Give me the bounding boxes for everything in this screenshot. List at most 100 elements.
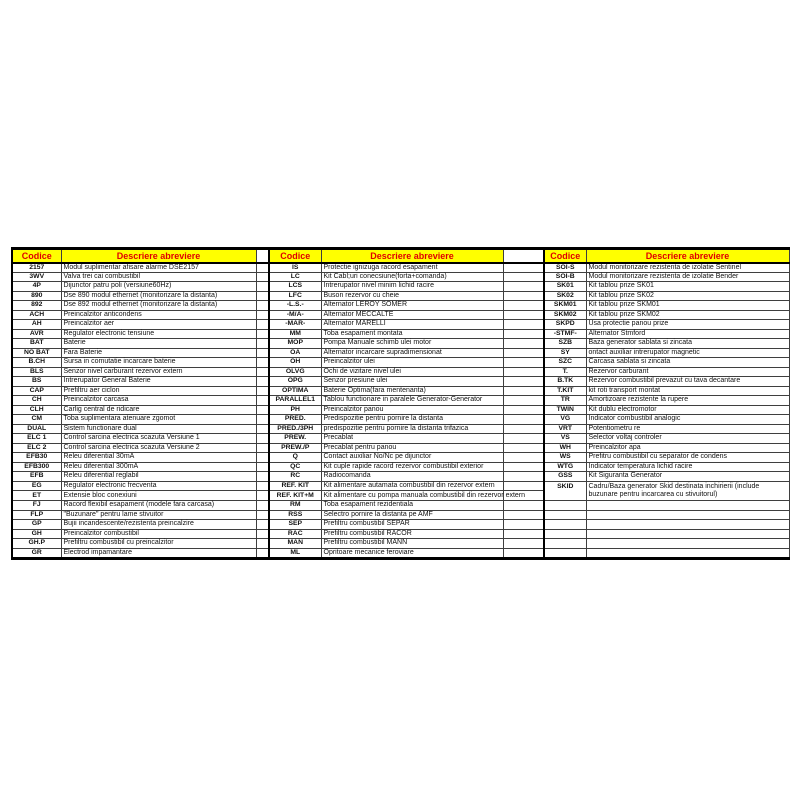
desc-cell: Preincalzitor ulei [320,357,504,368]
desc-cell: Kit tablou prize SKM02 [585,309,790,320]
desc-cell: "Buzunare" pentru lame stivuitor [60,509,257,521]
code-cell: VRT [543,423,587,434]
desc-cell: Amortizoare rezistente la rupere [585,395,790,406]
desc-cell: kit roti transport montat [585,385,790,396]
group-spacer [502,395,545,406]
desc-cell: Precablat pentru panou [320,442,504,453]
desc-cell: Dse 892 modul ethernet (monitorizare la … [60,300,257,311]
desc-cell: Sistem functionare dual [60,423,257,434]
desc-cell [585,528,790,540]
code-cell: REF. KIT+M [268,490,322,502]
desc-cell: Prefiltru aer ciclon [60,385,257,396]
group-spacer [502,490,545,502]
desc-cell: Fara Baterie [60,347,257,358]
table-row: GP Bujii incandescente/rezistenta preinca… [11,519,790,530]
code-cell: VS [543,433,587,444]
desc-cell: Baterie Optima(fara mentenanta) [320,385,504,396]
code-cell: DUAL [11,423,62,434]
code-cell: LCS [268,281,322,292]
group-spacer [255,433,270,444]
desc-cell: Usa protectie panou prize [585,319,790,330]
code-cell: SOI-S [543,262,587,273]
group-spacer [502,500,545,511]
desc-cell: Kit tablou prize SK02 [585,290,790,301]
code-cell: WH [543,442,587,453]
group-spacer [502,538,545,549]
table-row: AH Preincalzitor aer -MAR- Alternator MAREL… [11,319,790,330]
code-cell: 2157 [11,262,62,273]
table-row: BLS Senzor nivel carburant rezervor exter… [11,366,790,377]
group-spacer [502,509,545,521]
table-row: BS Intrerupator General Baterie OPG Senzor … [11,376,790,387]
group-spacer [502,547,545,559]
group-spacer [502,471,545,482]
code-cell: 892 [11,300,62,311]
code-cell: PRED./3PH [268,423,322,434]
desc-cell: Preincalzitor aer [60,319,257,330]
table-row: CAP Prefiltru aer ciclon OPTIMA Baterie Opt… [11,385,790,396]
table-row: CLH Carlig central de ridicare PH Preincalz… [11,404,790,415]
code-cell: T. [543,366,587,377]
code-cell: MOP [268,338,322,349]
desc-cell: Kit tablou prize SKM01 [585,300,790,311]
code-cell: GR [11,547,62,559]
code-cell: RM [268,500,322,511]
desc-cell: Pompa Manuale schimb ulei motor [320,338,504,349]
desc-cell: Indicator temperatura lichid racire [585,461,790,472]
code-cell: FLP [11,509,62,521]
code-cell: VG [543,414,587,425]
group-spacer [502,300,545,311]
desc-cell: Indicator combustibil analogic [585,414,790,425]
header-group-spacer-2 [502,248,545,264]
desc-cell: Bujii incandescente/rezistenta preincalz… [60,519,257,530]
desc-cell: Prefitru combustibil cu separator de con… [585,452,790,463]
code-cell: CLH [11,404,62,415]
desc-cell: Buson rezervor cu cheie [320,290,504,301]
group-spacer [255,519,270,530]
table-row: AVR Regulator electronic tensiune MM Toba e… [11,328,790,339]
desc-cell: Cadru/Baza generator Skid destinata inch… [585,480,790,502]
code-cell: ET [11,490,62,502]
header-codice-group1: Codice [11,248,62,264]
header-row: Codice Descriere abreviere Codice Descri… [11,248,790,264]
group-spacer [502,376,545,387]
desc-cell: Rezervor combustibil prevazut cu tava de… [585,376,790,387]
code-cell: BAT [11,338,62,349]
group-spacer [502,461,545,472]
code-cell: PRED. [268,414,322,425]
code-cell [543,500,587,511]
desc-cell [585,509,790,521]
group-spacer [502,281,545,292]
code-cell: OLVG [268,366,322,377]
group-spacer [502,414,545,425]
code-cell: SZB [543,338,587,349]
group-spacer [255,452,270,463]
desc-cell: Preincalzitor apa [585,442,790,453]
code-cell [543,509,587,521]
code-cell: SOI-B [543,271,587,282]
code-cell: TR [543,395,587,406]
code-cell: QC [268,461,322,472]
desc-cell: Rezervor carburant [585,366,790,377]
desc-cell: Precablat [320,433,504,444]
table-row: 3WV Valva trei cai combustibil LC Kit Cabl;… [11,271,790,282]
table-row: EG Regulator electronic frecventa REF. KIT… [11,480,790,502]
group-spacer [502,404,545,415]
group-spacer [255,385,270,396]
desc-cell: Modul suplimentar afisare alarme DSE2157 [60,262,257,273]
code-cell: ACH [11,309,62,320]
code-cell: -MAR- [268,319,322,330]
group-spacer [255,461,270,472]
desc-cell: ontact auxiliar intrerupator magnetic [585,347,790,358]
desc-cell: Toba esapament montata [320,328,504,339]
code-cell: SEP [268,519,322,530]
desc-cell: Prefiltru combustibil SEPAR [320,519,504,530]
group-spacer [255,395,270,406]
group-spacer [502,319,545,330]
table-row: CH Preincalzitor carcasa PARALLEL1 Tablou f… [11,395,790,406]
desc-cell: Racord flexibil esapament (modele fara c… [60,500,257,511]
group-spacer [255,404,270,415]
desc-cell: Carlig central de ridicare [60,404,257,415]
desc-cell: Electrod impamantare [60,547,257,559]
desc-cell: Releu diferential 30mA [60,452,257,463]
